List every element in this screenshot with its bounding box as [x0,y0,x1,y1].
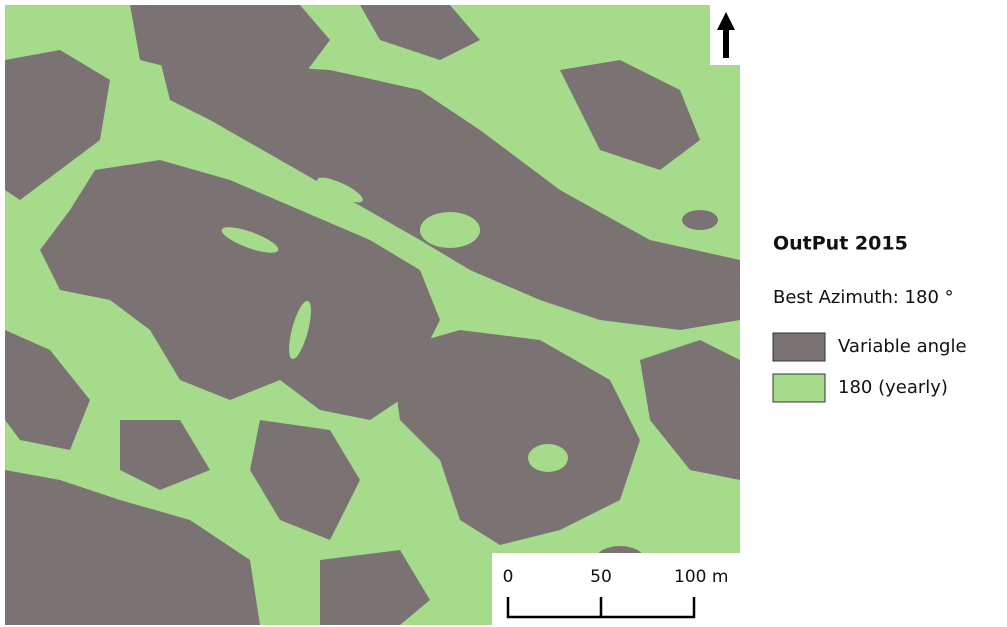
legend-label: Variable angle [838,336,967,357]
raster-patch [25,530,55,550]
legend-title: OutPut 2015 [773,233,908,255]
legend-swatch [773,374,825,402]
scale-label: 100 m [674,567,728,587]
raster-map [5,5,740,625]
legend-swatch [773,333,825,361]
legend-label: 180 (yearly) [838,377,948,398]
scale-label: 0 [503,567,514,587]
raster-patch [682,210,718,230]
raster-patch [528,444,568,472]
raster-patch [420,212,480,248]
legend: Variable angle 180 (yearly) [773,333,967,402]
legend-subtitle: Best Azimuth: 180 ° [773,287,954,308]
map-page: 0 50 100 m OutPut 2015 Best Azimuth: 180… [0,0,1007,627]
scale-label: 50 [590,567,612,587]
